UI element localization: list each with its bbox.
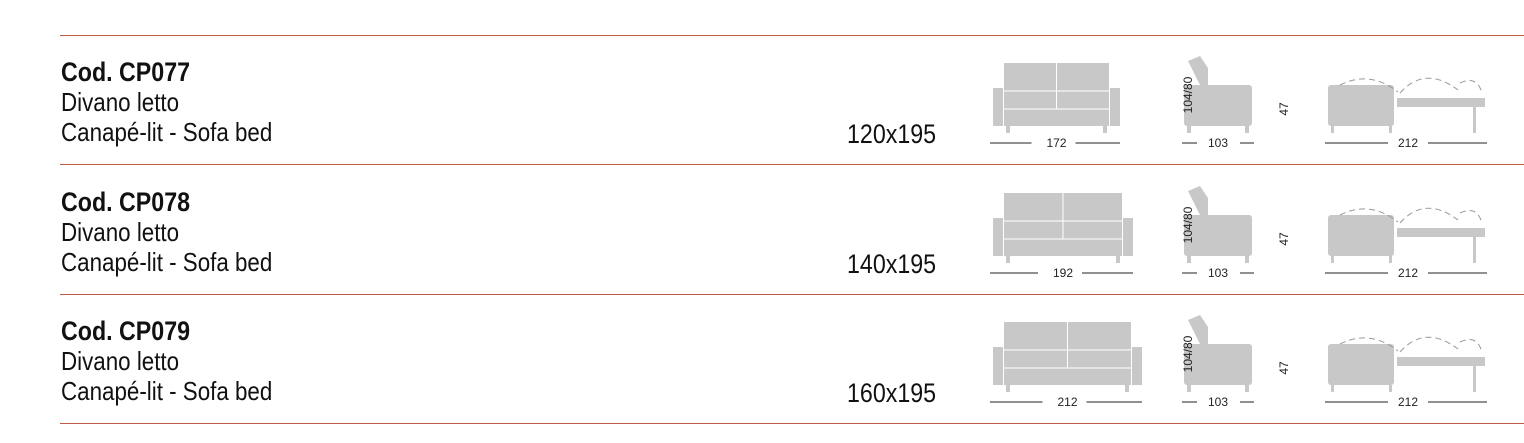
seat-height-label: 47 xyxy=(1277,102,1291,116)
product-name-fr-en: Canapé-lit - Sofa bed xyxy=(61,117,273,147)
bed-size: 160x195 xyxy=(847,378,937,408)
height-label: 104/80 xyxy=(1181,206,1195,243)
front-width-label: 192 xyxy=(1053,266,1073,280)
side-view-drawing: 104/80 47 103 xyxy=(1181,315,1291,409)
separator xyxy=(60,423,1524,424)
separator xyxy=(60,164,1524,165)
front-width-label: 172 xyxy=(1046,136,1066,150)
bed-size: 120x195 xyxy=(847,119,937,149)
front-view-drawing: 212 xyxy=(990,322,1142,409)
dimension-drawings: 212 104/80 47 103 212 xyxy=(990,315,1487,409)
separator xyxy=(60,294,1524,295)
depth-label: 103 xyxy=(1208,266,1228,280)
depth-label: 103 xyxy=(1208,395,1228,409)
depth-label: 103 xyxy=(1208,136,1228,150)
product-name-it: Divano letto xyxy=(61,217,180,247)
seat-height-label: 47 xyxy=(1277,232,1291,246)
front-view-drawing: 192 xyxy=(990,193,1133,280)
product-row: Cod. CP079 Divano letto Canapé-lit - Sof… xyxy=(0,294,1524,424)
open-bed-drawing: 212 xyxy=(1325,336,1487,409)
open-length-label: 212 xyxy=(1398,136,1418,150)
open-length-label: 212 xyxy=(1398,395,1418,409)
product-code: Cod. CP077 xyxy=(61,57,191,87)
product-code: Cod. CP079 xyxy=(61,316,191,346)
bed-size: 140x195 xyxy=(847,249,937,279)
open-length-label: 212 xyxy=(1398,266,1418,280)
product-name-it: Divano letto xyxy=(61,87,180,117)
dimension-drawings: 172 104/80 47 103 212 xyxy=(990,56,1487,150)
dimension-drawings: 192 104/80 47 103 212 xyxy=(990,186,1487,280)
product-code: Cod. CP078 xyxy=(61,187,191,217)
product-name-it: Divano letto xyxy=(61,346,180,376)
side-view-drawing: 104/80 47 103 xyxy=(1181,56,1291,150)
open-bed-drawing: 212 xyxy=(1325,207,1487,280)
separator xyxy=(60,35,1524,36)
height-label: 104/80 xyxy=(1181,335,1195,372)
product-row: Cod. CP077 Divano letto Canapé-lit - Sof… xyxy=(0,35,1524,165)
front-view-drawing: 172 xyxy=(990,63,1120,150)
product-name-fr-en: Canapé-lit - Sofa bed xyxy=(61,247,273,277)
product-row: Cod. CP078 Divano letto Canapé-lit - Sof… xyxy=(0,165,1524,295)
seat-height-label: 47 xyxy=(1277,361,1291,375)
front-width-label: 212 xyxy=(1057,395,1077,409)
side-view-drawing: 104/80 47 103 xyxy=(1181,186,1291,280)
open-bed-drawing: 212 xyxy=(1325,77,1487,150)
product-name-fr-en: Canapé-lit - Sofa bed xyxy=(61,376,273,406)
height-label: 104/80 xyxy=(1181,76,1195,113)
